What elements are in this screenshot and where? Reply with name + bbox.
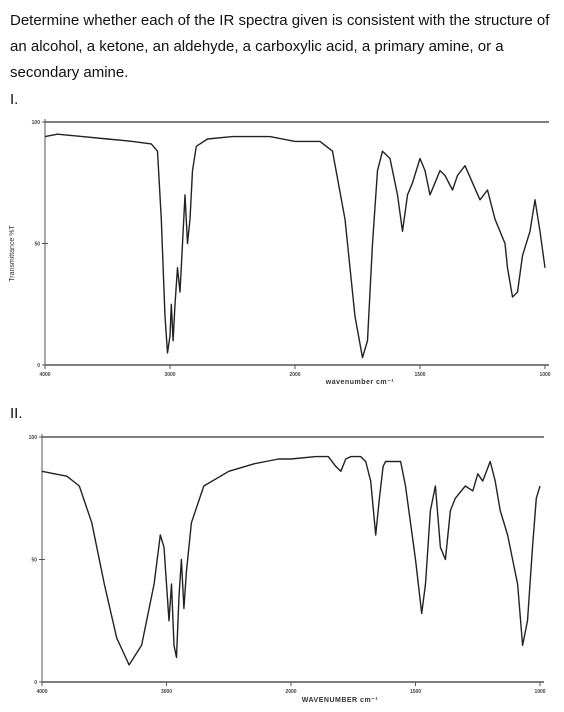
x-tick-label: 1000 <box>539 372 550 378</box>
x-tick-label: 3000 <box>164 372 175 378</box>
x-tick-label: 4000 <box>39 372 50 378</box>
chart-label: I. <box>10 91 18 108</box>
y-tick-label: 100 <box>29 435 38 441</box>
x-tick-label: 2000 <box>285 689 296 695</box>
y-tick-label: 50 <box>34 242 40 248</box>
spectrum-line <box>41 455 541 666</box>
spectrum-line <box>44 133 546 359</box>
x-tick-label: 1500 <box>414 372 425 378</box>
x-tick-label: 1500 <box>410 689 421 695</box>
x-tick-label: 1000 <box>534 689 545 695</box>
x-tick-label: 4000 <box>36 689 47 695</box>
x-axis-label: WAVENUMBER cm⁻¹ <box>302 697 379 704</box>
y-axis-label: Transmittance %T <box>9 225 16 282</box>
y-tick-label: 0 <box>37 363 40 369</box>
y-tick-label: 100 <box>32 120 41 126</box>
y-tick-label: 0 <box>34 680 37 686</box>
chart-label: II. <box>10 405 23 422</box>
x-tick-label: 3000 <box>161 689 172 695</box>
x-axis-label: wavenumber cm⁻¹ <box>325 379 395 386</box>
y-tick-label: 50 <box>31 558 37 564</box>
question: Determine whether each of the IR spectra… <box>10 12 550 81</box>
x-tick-label: 2000 <box>289 372 300 378</box>
